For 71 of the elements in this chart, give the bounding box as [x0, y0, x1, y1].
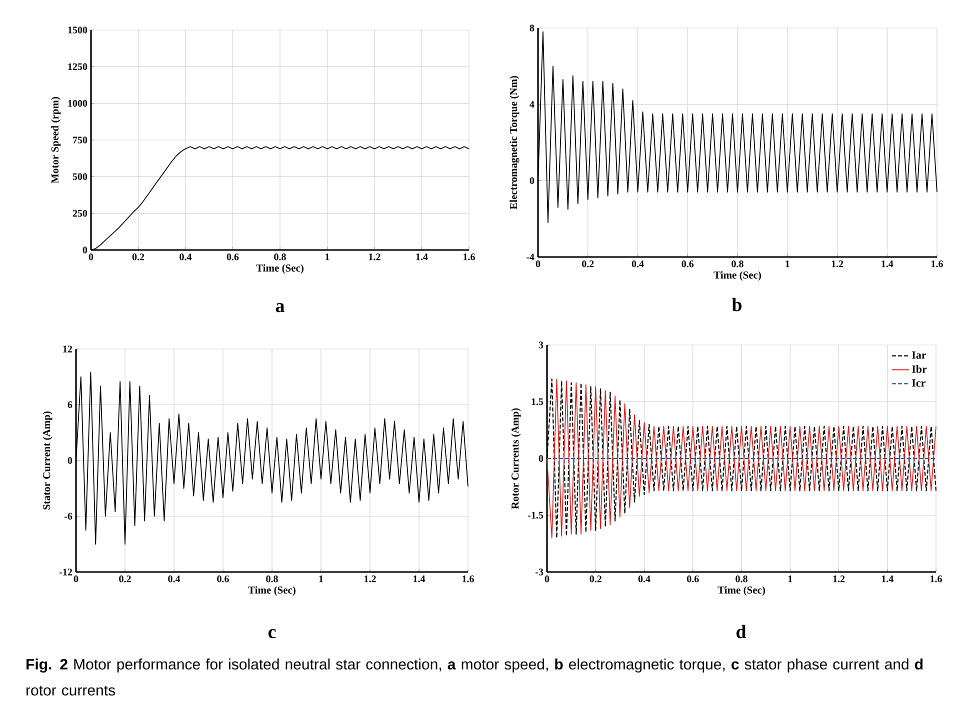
y-tick-label: 3 [538, 342, 544, 348]
y-tick-label: 0 [538, 455, 544, 462]
x-tick-label: 1 [326, 254, 330, 260]
x-tick-label: 0.2 [132, 254, 144, 260]
y-tick-label: 1.5 [532, 398, 544, 406]
y-tick-label: 1500 [68, 26, 88, 34]
x-tick-label: 0.8 [736, 576, 748, 582]
text: Fig. 2 Motor performance for isolated neutral star connection, a motor speed, b electromagnetic torque, c stator phase current and d rotor currents [26, 658, 923, 696]
x-tick-label: 1.4 [882, 260, 894, 268]
y-tick-label: 500 [72, 173, 88, 180]
x-axis-title: Time (Sec) [248, 586, 296, 596]
x-tick-label: 0.4 [632, 260, 644, 268]
y-axis-title: Rotor Currents (Amp) [511, 408, 521, 509]
y-tick-label: -3 [536, 568, 544, 576]
text: b [732, 298, 742, 312]
y-tick-label: 8 [530, 24, 534, 32]
x-tick-label: 1 [786, 260, 790, 268]
x-tick-label: 1.4 [416, 254, 428, 260]
text: d [736, 624, 746, 638]
x-tick-label: 0.6 [217, 576, 229, 582]
x-tick-label: 1.2 [833, 576, 845, 582]
y-axis-title: Stator Current (Amp) [42, 412, 52, 510]
y-tick-label: 250 [72, 210, 88, 217]
y-tick-label: 12 [63, 346, 72, 352]
x-tick-label: 0 [544, 576, 550, 582]
legend-label: Iar [912, 351, 926, 359]
y-tick-label: 1000 [68, 100, 88, 107]
x-tick-label: 0.4 [168, 576, 180, 582]
x-tick-label: 1.4 [414, 576, 426, 582]
x-tick-label: 1.6 [932, 260, 943, 268]
x-tick-label: 1.6 [930, 576, 942, 582]
y-tick-label: 750 [73, 136, 88, 144]
y-tick-label: 0 [530, 177, 534, 184]
y-tick-label: -1.5 [528, 512, 544, 519]
x-tick-label: 1.2 [364, 576, 376, 582]
y-axis-title: Motor Speed (rpm) [51, 97, 61, 184]
x-tick-label: 1.4 [882, 576, 894, 582]
y-tick-label: 0 [82, 246, 88, 254]
x-tick-label: 0.2 [590, 576, 602, 582]
x-tick-label: 1.6 [462, 576, 474, 582]
x-tick-label: 1 [319, 576, 323, 582]
text: c [268, 629, 276, 638]
x-tick-label: 0.4 [638, 576, 650, 582]
x-axis-title: Time (Sec) [714, 271, 761, 281]
y-tick-label: 4 [530, 101, 534, 108]
y-tick-label: 1250 [68, 63, 88, 70]
y-tick-label: -12 [60, 568, 72, 576]
text: a [276, 303, 284, 312]
x-axis-title: Time (Sec) [256, 264, 304, 274]
x-tick-label: 1.2 [369, 254, 380, 260]
x-tick-label: 1.6 [464, 254, 475, 260]
x-tick-label: 0.8 [732, 260, 744, 268]
x-tick-label: 0.2 [119, 576, 131, 582]
legend-label: Ibr [912, 365, 927, 373]
x-axis-title: Time (Sec) [718, 586, 765, 596]
y-tick-label: -6 [64, 512, 72, 520]
y-axis-title: Electromagnetic Torque (Nm) [510, 76, 520, 210]
x-tick-label: 1.2 [832, 260, 844, 268]
y-tick-label: -4 [526, 254, 534, 260]
x-tick-label: 0.8 [266, 576, 278, 582]
x-tick-label: 0.6 [687, 576, 699, 582]
x-tick-label: 0.6 [682, 260, 694, 268]
x-tick-label: 0.6 [226, 254, 239, 260]
x-tick-label: 0.2 [582, 260, 594, 268]
legend-label: Icr [912, 379, 926, 387]
x-tick-label: 1 [788, 576, 792, 582]
y-tick-label: 6 [68, 401, 72, 408]
y-tick-label: 0 [68, 457, 72, 464]
x-tick-label: 0.4 [180, 254, 192, 260]
x-tick-label: 0.8 [274, 254, 286, 260]
x-tick-label: 0 [88, 254, 94, 260]
